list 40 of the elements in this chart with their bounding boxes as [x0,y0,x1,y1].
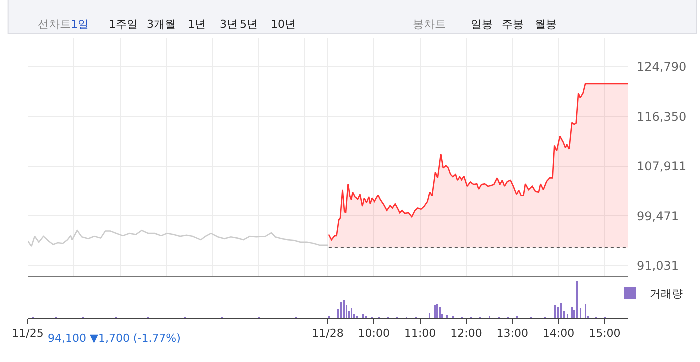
x-tick-label: 11/28 [312,327,344,340]
x-tick-label: 13:00 [496,327,528,340]
y-tick-label: 99,471 [637,209,679,224]
x-tick-label: 15:00 [589,327,621,340]
bar [554,304,556,318]
text: 월봉 [535,18,557,31]
bar [436,304,438,318]
bar [446,314,448,318]
text: 1일 [71,18,89,31]
line-series [28,230,329,248]
x-tick-label: 10:00 [358,327,390,340]
text: 선차트 [38,18,71,31]
text: 10년 [271,18,296,31]
y-tick-label: 116,350 [637,110,687,124]
bar [343,300,345,318]
x-tick-label: 11:00 [404,327,436,340]
bar [439,306,441,318]
y-tick-label: 124,790 [637,60,687,74]
bar [340,302,342,318]
text: 주봉 [502,18,524,31]
bar [576,280,578,318]
x-tick-label: 12:00 [450,327,482,340]
bar [434,304,436,318]
text: 3년 [220,18,238,31]
bar [362,314,364,318]
text: 3개월 [147,18,176,31]
bar [571,306,573,318]
y-tick-label: 107,911 [637,160,687,174]
y-tick-label: 91,031 [637,259,679,273]
x-tick-label: 11/25 [12,327,44,340]
text: 94,100 ▼1,700 (-1.77%) [48,332,181,345]
x-tick-label: 14:00 [542,327,575,340]
text: 1년 [188,18,206,31]
text: 봉차트 [413,18,446,31]
text: 일봉 [471,18,493,31]
text: 1주일 [109,18,138,31]
legend-label: 거래량 [650,288,683,301]
text: 5년 [240,18,258,31]
bar [557,306,559,318]
bar [560,302,562,318]
